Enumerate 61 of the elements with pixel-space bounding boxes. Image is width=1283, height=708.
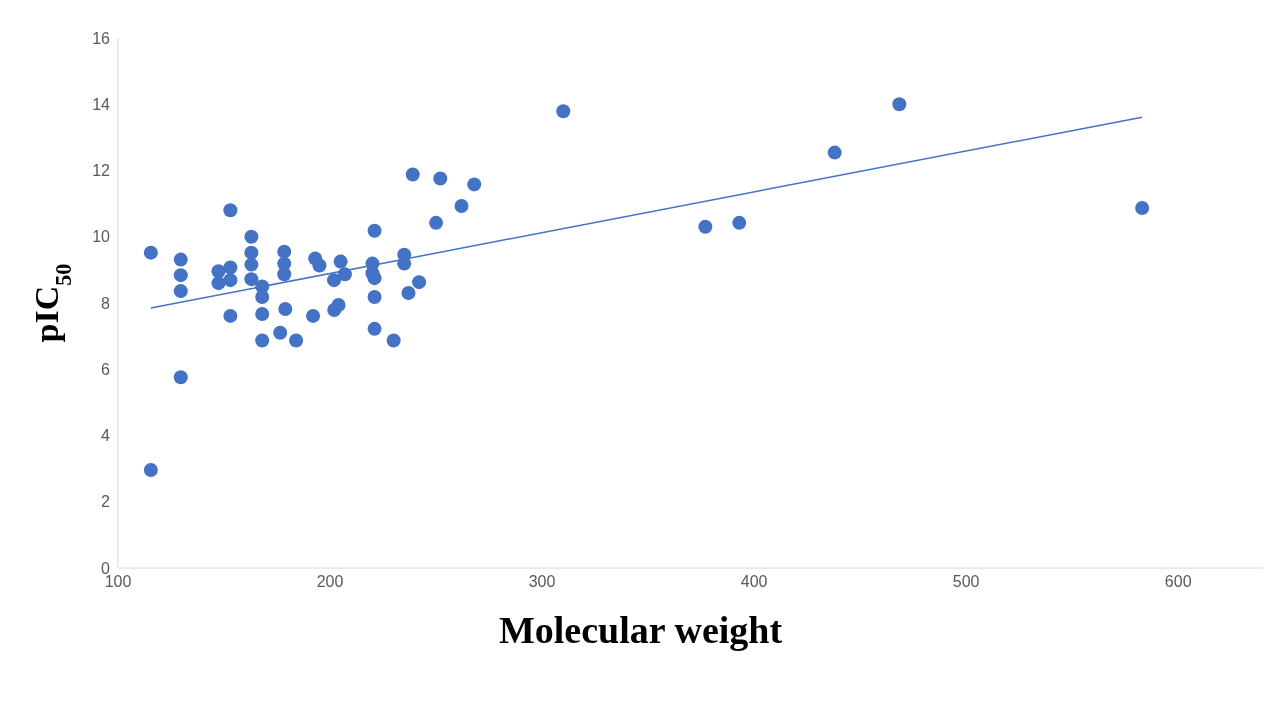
point	[143, 245, 158, 260]
point	[1135, 200, 1150, 215]
point	[278, 301, 293, 316]
x-tick-label: 500	[952, 573, 980, 591]
x-tick-label: 100	[104, 573, 132, 591]
point	[454, 198, 469, 213]
point	[273, 325, 288, 340]
point	[327, 273, 342, 288]
point	[367, 290, 382, 305]
point	[433, 171, 448, 186]
point	[467, 177, 482, 192]
point	[698, 219, 713, 234]
point	[211, 276, 226, 291]
y-tick-label: 10	[92, 228, 111, 246]
point	[367, 271, 382, 286]
point	[173, 268, 188, 283]
point	[277, 244, 292, 259]
y-tick-label: 8	[101, 294, 111, 312]
point	[401, 286, 416, 301]
x-tick-label: 600	[1164, 573, 1192, 591]
point	[255, 333, 270, 348]
y-tick-label: 6	[101, 360, 111, 378]
x-tick-label: 300	[528, 573, 556, 591]
point	[289, 333, 304, 348]
point	[223, 308, 238, 323]
point	[429, 215, 444, 230]
point	[556, 104, 571, 119]
x-tick-label: 200	[316, 573, 344, 591]
point	[367, 223, 382, 238]
x-tick-label: 400	[740, 573, 768, 591]
y-tick-label: 16	[92, 29, 111, 47]
point	[244, 229, 259, 244]
point	[306, 308, 321, 323]
point	[173, 252, 188, 267]
point	[827, 145, 842, 160]
point	[386, 333, 401, 348]
point	[367, 321, 382, 336]
y-tick-label: 2	[101, 493, 111, 511]
point	[223, 260, 238, 275]
y-tick-label: 12	[92, 162, 111, 180]
point	[143, 462, 158, 477]
point	[223, 273, 238, 288]
point	[331, 297, 346, 312]
point	[277, 267, 292, 282]
point	[244, 257, 259, 272]
point	[255, 306, 270, 321]
point	[244, 245, 259, 260]
point	[892, 97, 907, 112]
point	[173, 284, 188, 299]
point	[223, 203, 238, 218]
y-tick-label: 4	[101, 427, 111, 445]
y-tick-label: 14	[92, 95, 111, 113]
point	[173, 370, 188, 385]
point	[412, 275, 427, 290]
point	[333, 254, 348, 269]
point	[732, 215, 747, 230]
point	[255, 290, 270, 305]
point	[405, 167, 420, 182]
x-axis-title: Molecular weight	[498, 609, 783, 651]
point	[312, 258, 327, 273]
point	[244, 272, 259, 287]
